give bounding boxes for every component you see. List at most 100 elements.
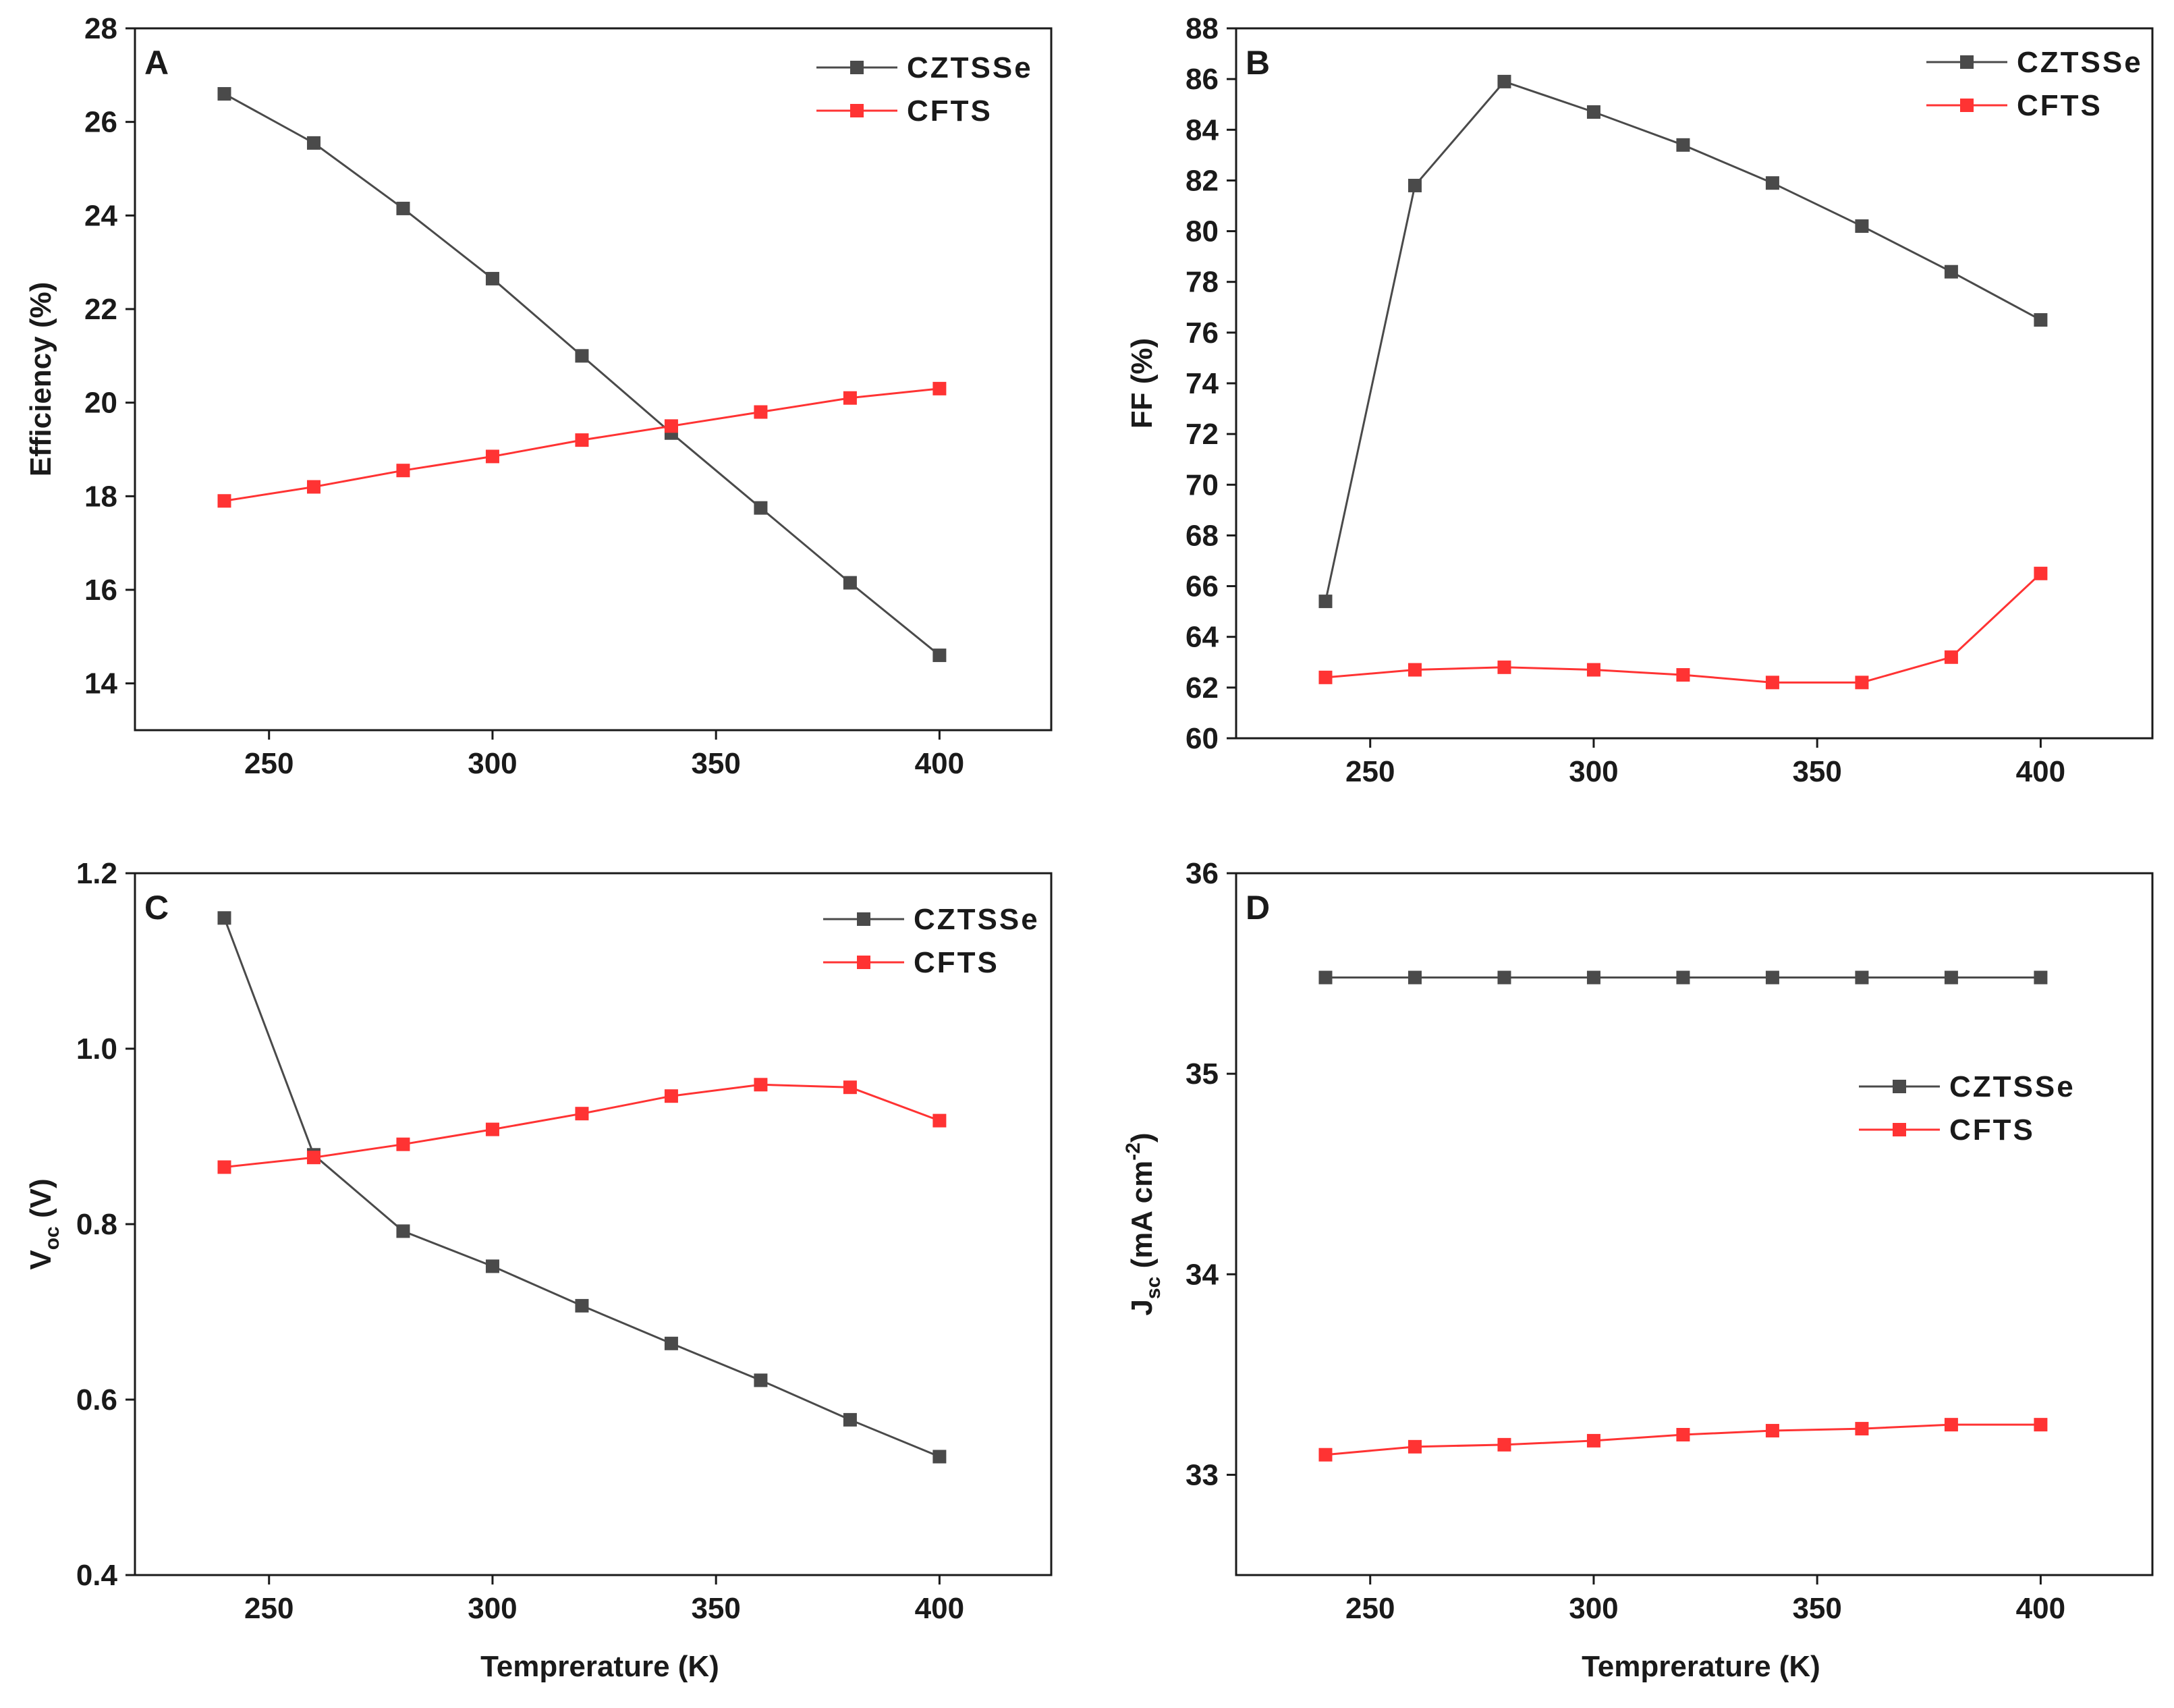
- data-point-cfts: [1586, 1433, 1600, 1448]
- data-point-cztsse: [396, 201, 410, 215]
- x-tick-label: 350: [1792, 1592, 1841, 1625]
- data-point-cfts: [1944, 1418, 1958, 1432]
- y-tick-label: 78: [1186, 266, 1219, 299]
- data-point-cfts: [2034, 566, 2048, 580]
- y-tick-label: 16: [84, 574, 117, 607]
- y-tick-label: 26: [84, 106, 117, 139]
- y-axis-label: FF (%): [1125, 338, 1159, 429]
- x-tick-label: 300: [468, 1592, 517, 1625]
- data-point-cztsse: [217, 87, 231, 101]
- x-tick-label: 400: [2016, 755, 2065, 788]
- data-point-cfts: [1855, 676, 1869, 690]
- data-point-cztsse: [1676, 970, 1690, 985]
- plot-frame: [134, 27, 1053, 732]
- x-tick-label: 350: [691, 1592, 740, 1625]
- data-point-cztsse: [664, 1336, 678, 1350]
- data-point-cfts: [1318, 670, 1333, 684]
- y-axis-label-sub: oc: [41, 1226, 63, 1250]
- y-tick-label: 88: [1186, 12, 1219, 45]
- legend-marker-cfts: [857, 956, 870, 969]
- legend-marker-cfts: [1893, 1123, 1906, 1136]
- legend-marker-cztsse: [1893, 1080, 1906, 1093]
- legend-label-cztsse: CZTSSe: [907, 51, 1033, 84]
- y-axis-label: Jsc (mA cm-2): [1122, 1132, 1165, 1315]
- x-tick-label: 400: [915, 747, 964, 780]
- data-point-cztsse: [1497, 970, 1511, 985]
- x-tick-label: 250: [244, 747, 294, 780]
- data-point-cfts: [843, 391, 857, 405]
- y-tick-label: 82: [1186, 164, 1219, 197]
- y-tick-label: 84: [1186, 113, 1219, 146]
- data-point-cfts: [485, 1122, 499, 1136]
- data-point-cztsse: [396, 1224, 410, 1238]
- data-point-cztsse: [1765, 176, 1779, 190]
- legend-marker-cfts: [1960, 99, 1974, 112]
- x-tick-label: 250: [244, 1592, 294, 1625]
- data-point-cztsse: [1497, 74, 1511, 88]
- x-axis-label: Temprerature (K): [1582, 1650, 1820, 1683]
- data-point-cfts: [1676, 668, 1690, 682]
- y-tick-label: 1.2: [76, 857, 117, 890]
- data-point-cztsse: [843, 576, 857, 590]
- y-tick-label: 14: [84, 667, 117, 700]
- data-point-cztsse: [1318, 595, 1333, 609]
- data-point-cztsse: [485, 271, 499, 285]
- panel-d: 250 300 350 400 33 34 35 36 D Jsc (mA cm-2) Tempre…: [1122, 857, 2154, 1683]
- y-tick-label: 70: [1186, 468, 1219, 501]
- data-point-cztsse: [932, 649, 947, 663]
- x-axis-label: Temprerature (K): [480, 1650, 719, 1683]
- y-tick-label: 36: [1186, 857, 1219, 890]
- y-tick-label: 33: [1186, 1458, 1219, 1491]
- legend-label-cztsse: CZTSSe: [2017, 46, 2143, 79]
- legend-marker-cztsse: [1960, 55, 1974, 69]
- plot-frame: [1235, 872, 2154, 1576]
- series-line-cztsse: [223, 917, 940, 1458]
- series-line-cztsse: [1325, 80, 2042, 602]
- data-point-cztsse: [1855, 219, 1869, 233]
- series-line-cztsse: [223, 92, 941, 657]
- y-tick-label: 60: [1186, 722, 1219, 755]
- data-point-cfts: [1676, 1428, 1690, 1441]
- data-point-cztsse: [1676, 138, 1690, 152]
- y-tick-label: 66: [1186, 570, 1219, 603]
- y-tick-label: 34: [1186, 1258, 1219, 1291]
- y-tick-label: 64: [1186, 621, 1219, 654]
- x-tick-label: 250: [1345, 755, 1395, 788]
- data-point-cztsse: [754, 1373, 768, 1387]
- x-tick-label: 400: [915, 1592, 964, 1625]
- legend-marker-cfts: [850, 104, 864, 117]
- legend-marker-cztsse: [850, 61, 864, 74]
- series-line-cfts: [224, 1083, 940, 1168]
- data-point-cfts: [932, 1113, 947, 1128]
- data-point-cfts: [306, 1151, 320, 1165]
- x-tick-label: 300: [1569, 755, 1618, 788]
- data-point-cfts: [1855, 1422, 1869, 1436]
- data-point-cfts: [754, 1078, 768, 1092]
- y-tick-label: 18: [84, 480, 117, 513]
- data-point-cztsse: [1765, 970, 1779, 985]
- y-axis-label-end: ): [1125, 1132, 1159, 1142]
- y-tick-label: 28: [84, 12, 117, 45]
- y-tick-label: 20: [84, 387, 117, 420]
- data-point-cztsse: [843, 1412, 857, 1427]
- data-point-cztsse: [1407, 970, 1422, 985]
- y-tick-label: 72: [1186, 418, 1219, 451]
- y-tick-label: 62: [1186, 671, 1219, 705]
- data-point-cfts: [396, 464, 410, 478]
- data-point-cztsse: [1586, 970, 1600, 985]
- data-point-cfts: [1497, 1437, 1511, 1452]
- panel-c: 250 300 350 400 0.4 0.6 0.8 1.0 1.2 C Voc (V) Tempr…: [24, 857, 1053, 1683]
- plot-frame: [1235, 27, 2154, 740]
- x-tick-label: 300: [468, 747, 517, 780]
- panel-letter: C: [144, 889, 169, 927]
- data-point-cfts: [754, 405, 768, 419]
- y-tick-label: 0.6: [76, 1383, 117, 1416]
- data-point-cfts: [485, 449, 499, 464]
- legend-label-cfts: CFTS: [1949, 1113, 2035, 1147]
- data-point-cfts: [664, 1089, 678, 1103]
- legend-label-cztsse: CZTSSe: [1949, 1070, 2075, 1103]
- data-point-cfts: [1765, 1424, 1779, 1438]
- data-point-cfts: [1944, 650, 1958, 664]
- y-tick-label: 0.4: [76, 1559, 118, 1592]
